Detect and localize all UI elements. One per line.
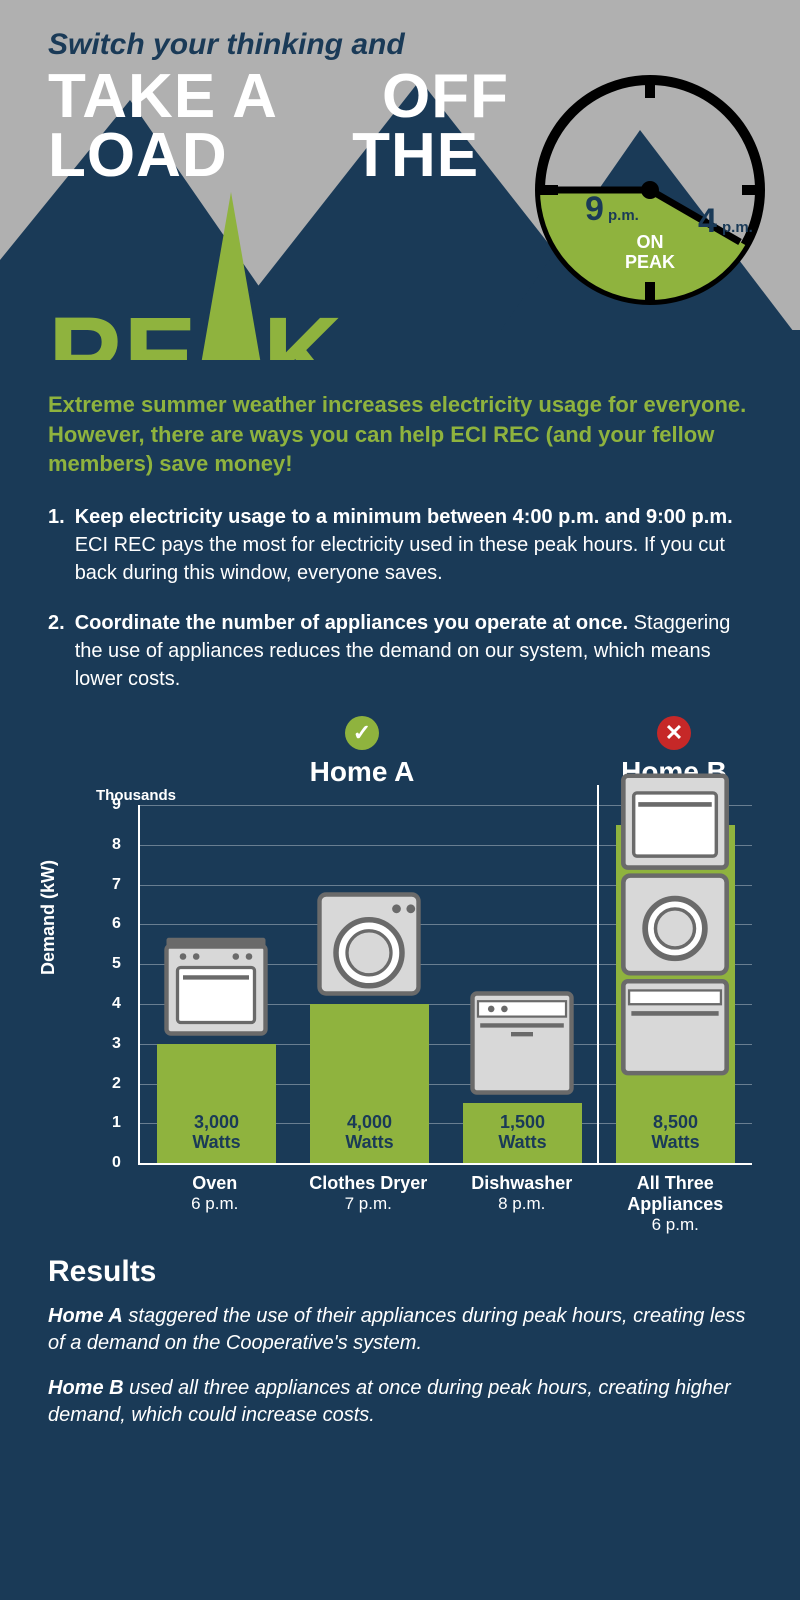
peak-suffix: K (263, 305, 344, 360)
y-tick: 2 (112, 1075, 121, 1093)
bar-value-label: 8,500Watts (651, 1113, 699, 1163)
dryer-icon (314, 889, 424, 1004)
y-tick: 8 (112, 836, 121, 854)
y-tick: 6 (112, 915, 121, 933)
y-tick: 0 (112, 1154, 121, 1172)
tip-1-lead: Keep electricity usage to a minimum betw… (75, 506, 733, 528)
peak-clock: 9 p.m. 4 p.m. ON PEAK (530, 70, 770, 310)
svg-text:4: 4 (698, 202, 717, 240)
demand-chart: ✓ Home A ✕ Home B Thousands Demand (kW) … (48, 715, 752, 1235)
title-line2-right: THE (352, 121, 479, 190)
results-b-lead: Home B (48, 1377, 124, 1399)
bars-container: 3,000Watts 4,000Watts 1,500Watts 8,500Wa… (140, 805, 752, 1163)
results-b-text: used all three appliances at once during… (48, 1377, 731, 1426)
bar-slot: 1,500Watts (446, 805, 599, 1163)
tip-2-num: 2. (48, 609, 65, 693)
svg-text:PEAK: PEAK (625, 252, 675, 272)
bar-slot: 4,000Watts (293, 805, 446, 1163)
x-icon: ✕ (657, 716, 691, 750)
bar-value-label: 1,500Watts (498, 1113, 546, 1163)
thousands-label: Thousands (96, 787, 176, 804)
bar: 1,500Watts (463, 1103, 582, 1163)
y-tick: 3 (112, 1035, 121, 1053)
y-tick: 1 (112, 1114, 121, 1132)
oven-icon (161, 929, 271, 1044)
tip-2-lead: Coordinate the number of appliances you … (75, 612, 628, 634)
tip-1-num: 1. (48, 503, 65, 587)
results-section: Results Home A staggered the use of thei… (0, 1255, 800, 1429)
bar: 3,000Watts (157, 1044, 276, 1163)
hero-section: Switch your thinking and TAKE A OFF LOAD… (0, 0, 800, 360)
svg-text:p.m.: p.m. (722, 219, 753, 236)
svg-text:ON: ON (637, 232, 664, 252)
bar-value-label: 3,000Watts (192, 1113, 240, 1163)
peak-a-shape (191, 192, 271, 360)
results-heading: Results (48, 1255, 752, 1289)
stack-icon (618, 770, 733, 1085)
y-tick: 9 (112, 796, 121, 814)
svg-text:9: 9 (585, 190, 604, 228)
y-tick: 7 (112, 876, 121, 894)
home-a-label: Home A (128, 756, 596, 788)
x-label: All ThreeAppliances6 p.m. (599, 1165, 753, 1235)
y-tick: 4 (112, 995, 121, 1013)
content-section: Extreme summer weather increases electri… (0, 360, 800, 1255)
dishwasher-icon (467, 988, 577, 1103)
intro-text: Extreme summer weather increases electri… (48, 390, 752, 479)
y-tick: 5 (112, 955, 121, 973)
check-icon: ✓ (345, 716, 379, 750)
x-label: Dishwasher8 p.m. (445, 1165, 599, 1235)
x-labels: Oven6 p.m.Clothes Dryer7 p.m.Dishwasher8… (138, 1165, 752, 1235)
bar-value-label: 4,000Watts (345, 1113, 393, 1163)
bar-slot: 8,500Watts (599, 805, 752, 1163)
hero-subtitle: Switch your thinking and (48, 28, 405, 62)
results-a-lead: Home A (48, 1305, 123, 1327)
svg-text:p.m.: p.m. (608, 207, 639, 224)
bar-slot: 3,000Watts (140, 805, 293, 1163)
tip-1: 1. Keep electricity usage to a minimum b… (48, 503, 752, 587)
results-a-text: staggered the use of their appliances du… (48, 1305, 745, 1354)
peak-prefix: PE (48, 305, 199, 360)
y-axis-label: Demand (kW) (38, 860, 59, 975)
x-label: Clothes Dryer7 p.m. (292, 1165, 446, 1235)
home-a-header: ✓ Home A (128, 715, 596, 788)
bar: 4,000Watts (310, 1004, 429, 1163)
x-label: Oven6 p.m. (138, 1165, 292, 1235)
tip-2: 2. Coordinate the number of appliances y… (48, 609, 752, 693)
tip-1-rest: ECI REC pays the most for electricity us… (75, 534, 725, 584)
hero-title: TAKE A OFF LOAD THE PE K (48, 68, 509, 360)
title-line2-left: LOAD (48, 121, 228, 190)
bar: 8,500Watts (616, 825, 735, 1163)
plot-area: 01234567893,000Watts 4,000Watts 1,500Wat… (138, 805, 752, 1165)
